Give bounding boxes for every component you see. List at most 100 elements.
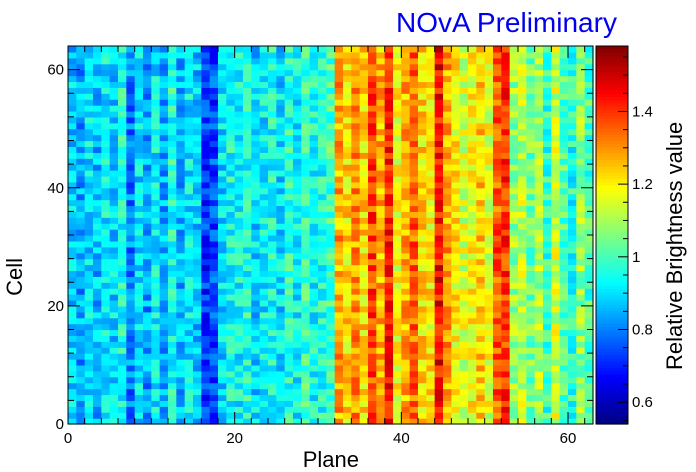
heatmap-cell (526, 317, 536, 325)
heatmap-cell (218, 376, 227, 384)
heatmap-cell (284, 193, 294, 201)
heatmap-cell (143, 240, 152, 248)
heatmap-cell (401, 223, 411, 230)
heatmap-cell (251, 164, 261, 171)
heatmap-cell (501, 93, 511, 100)
heatmap-cell (351, 323, 361, 331)
heatmap-cell (101, 252, 111, 260)
heatmap-cell (518, 376, 527, 384)
heatmap-cell (234, 282, 244, 289)
heatmap-cell (584, 299, 594, 307)
heatmap-cell (276, 299, 286, 307)
heatmap-cell (518, 282, 527, 289)
heatmap-cell (426, 364, 436, 372)
heatmap-cell (568, 270, 577, 277)
heatmap-cell (351, 205, 361, 212)
heatmap-cell (376, 305, 386, 313)
heatmap-cell (343, 164, 352, 171)
heatmap-cell (401, 264, 411, 272)
heatmap-cell (501, 116, 511, 124)
heatmap-cell (109, 69, 119, 77)
heatmap-cell (484, 146, 494, 153)
heatmap-cell (218, 164, 227, 171)
heatmap-cell (176, 353, 186, 360)
heatmap-cell (509, 223, 519, 230)
heatmap-cell (226, 412, 236, 419)
heatmap-cell (518, 305, 527, 313)
colorbar-swatch (596, 146, 628, 151)
heatmap-cell (484, 205, 494, 212)
heatmap-cell (159, 217, 169, 224)
heatmap-cell (193, 175, 202, 183)
heatmap-cell (184, 187, 194, 195)
heatmap-cell (384, 412, 394, 419)
heatmap-cell (118, 223, 127, 230)
heatmap-cell (318, 205, 327, 212)
heatmap-cell (568, 175, 577, 183)
heatmap-cell (476, 140, 486, 148)
heatmap-cell (76, 164, 86, 171)
heatmap-cell (559, 87, 569, 94)
heatmap-cell (243, 193, 252, 201)
heatmap-cell (234, 146, 244, 153)
heatmap-cell (226, 335, 236, 342)
heatmap-cell (343, 116, 352, 124)
heatmap-cell (109, 382, 119, 390)
heatmap-cell (243, 51, 252, 59)
heatmap-cell (234, 376, 244, 384)
heatmap-cell (451, 394, 461, 401)
heatmap-cell (234, 370, 244, 378)
heatmap-cell (259, 335, 269, 342)
heatmap-cell (426, 311, 436, 319)
heatmap-cell (434, 252, 444, 260)
heatmap-cell (351, 235, 361, 242)
heatmap-cell (318, 46, 327, 53)
heatmap-cell (76, 175, 86, 183)
heatmap-cell (518, 93, 527, 100)
heatmap-cell (293, 294, 302, 301)
heatmap-cell (234, 335, 244, 342)
heatmap-cell (568, 158, 577, 165)
heatmap-cell (518, 412, 527, 419)
heatmap-cell (559, 140, 569, 148)
heatmap-cell (384, 164, 394, 171)
heatmap-cell (418, 323, 427, 331)
colorbar-tick-label: 0.6 (632, 394, 653, 411)
heatmap-cell (401, 229, 411, 236)
heatmap-cell (126, 199, 136, 207)
heatmap-cell (334, 418, 344, 425)
heatmap-cell (351, 193, 361, 201)
heatmap-cell (151, 353, 161, 360)
heatmap-cell (568, 299, 577, 307)
heatmap-cell (584, 87, 594, 94)
heatmap-cell (326, 146, 336, 153)
heatmap-cell (134, 193, 144, 201)
heatmap-cell (509, 199, 519, 207)
heatmap-cell (201, 187, 211, 195)
heatmap-cell (143, 258, 152, 266)
heatmap-cell (176, 134, 186, 142)
heatmap-cell (384, 382, 394, 390)
heatmap-cell (276, 81, 286, 88)
heatmap-cell (426, 158, 436, 165)
heatmap-cell (534, 400, 544, 407)
heatmap-cell (568, 347, 577, 354)
heatmap-cell (459, 282, 469, 289)
colorbar: 0.60.811.21.4 (595, 45, 653, 425)
heatmap-cell (143, 264, 152, 272)
heatmap-cell (476, 353, 486, 360)
heatmap-cell (526, 335, 536, 342)
heatmap-cell (84, 246, 94, 254)
heatmap-cell (218, 258, 227, 266)
heatmap-cell (559, 199, 569, 207)
heatmap-cell (118, 99, 127, 106)
heatmap-cell (68, 51, 77, 59)
heatmap-cell (368, 152, 377, 159)
heatmap-cell (468, 258, 477, 266)
heatmap-cell (401, 294, 411, 301)
heatmap-cell (234, 394, 244, 401)
heatmap-cell (359, 282, 369, 289)
heatmap-cell (359, 51, 369, 59)
heatmap-cell (93, 258, 102, 266)
heatmap-cell (443, 187, 452, 195)
